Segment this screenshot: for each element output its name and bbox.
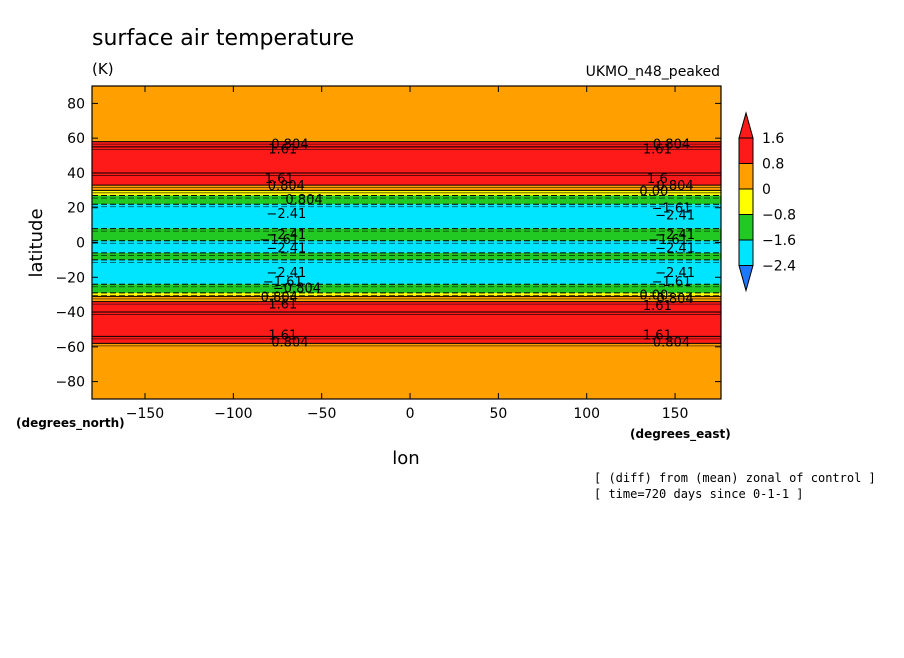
- data-band: [92, 343, 721, 399]
- data-band: [92, 336, 721, 344]
- y-tick-label: −20: [55, 270, 85, 286]
- x-axis: −150 −100 −50 0 50 100 150: [126, 86, 689, 422]
- colorbar-label: −1.6: [762, 233, 796, 249]
- data-band: [92, 228, 721, 241]
- x-tick-label: −150: [126, 406, 164, 422]
- y-tick-label: 80: [67, 96, 85, 112]
- contour-label: 0.804: [271, 336, 308, 351]
- contour-label: −2.41: [266, 242, 306, 257]
- contour-label: −1.61: [263, 275, 303, 290]
- x-tick-label: 0: [406, 406, 415, 422]
- contour-label: 1.61: [268, 143, 297, 158]
- contour-label: 0.804: [285, 193, 322, 208]
- data-band: [92, 312, 721, 337]
- data-band: [92, 240, 721, 253]
- y-tick-label: 60: [67, 131, 85, 147]
- colorbar-label: −2.4: [762, 259, 796, 275]
- note-line-2: [ time=720 days since 0-1-1 ]: [594, 487, 804, 501]
- contour-label: 0.804: [653, 336, 690, 351]
- y-tick-label: 0: [76, 236, 85, 252]
- colorbar-under-arrow: [738, 265, 754, 293]
- x-tick-label: 150: [662, 406, 689, 422]
- x-axis-title: lon: [392, 448, 419, 469]
- data-band: [92, 301, 721, 313]
- colorbar: 1.6 0.8 0 −0.8 −1.6 −2.4: [738, 111, 796, 293]
- contour-label: −2.41: [655, 242, 695, 257]
- contour-label: 0.804: [268, 179, 305, 194]
- data-band: [92, 86, 721, 142]
- colorbar-swatch: [738, 163, 754, 190]
- colorbar-label: 0.8: [762, 157, 784, 173]
- contour-label: 0.804: [656, 292, 693, 307]
- contour-label: −2.41: [266, 228, 306, 243]
- note-line-1: [ (diff) from (mean) zonal of control ]: [594, 471, 876, 485]
- colorbar-swatch: [738, 239, 754, 266]
- data-band: [92, 284, 721, 293]
- contour-label: 0.00: [639, 184, 668, 199]
- model-label: UKMO_n48_peaked: [586, 64, 720, 80]
- chart-title: surface air temperature: [92, 26, 354, 51]
- y-tick-label: −80: [55, 375, 85, 391]
- data-band: [92, 259, 721, 285]
- colorbar-swatch: [738, 137, 754, 164]
- contour-label: −1.61: [259, 233, 299, 248]
- colorbar-label: 0: [762, 182, 771, 198]
- contour-label: 1.61: [643, 299, 672, 314]
- contour-label: −2.41: [655, 209, 695, 224]
- data-band: [92, 204, 721, 229]
- contour-label: 1.61: [643, 329, 672, 344]
- contour-label: 1.6: [647, 172, 668, 187]
- data-band: [92, 252, 721, 260]
- data-band: [92, 172, 721, 186]
- y-tick-label: −60: [55, 340, 85, 356]
- plot-area: [92, 86, 721, 399]
- contour-label: −1.61: [652, 202, 692, 217]
- x-tick-label: −50: [307, 406, 337, 422]
- contour-label: 0.804: [261, 290, 298, 305]
- contour-label: −0.804: [273, 282, 321, 297]
- contour-label: −2.41: [266, 266, 306, 281]
- x-tick-label: 50: [489, 406, 507, 422]
- contour-label: −2.41: [655, 266, 695, 281]
- colorbar-swatch: [738, 188, 754, 215]
- x-tick-label: 100: [573, 406, 600, 422]
- colorbar-over-arrow: [738, 111, 754, 139]
- y-unit-label: (degrees_north): [16, 416, 125, 431]
- contour-lines: [92, 141, 721, 347]
- y-axis: 80 60 40 20 0 −20 −40 −60 −80: [55, 96, 721, 391]
- data-band: [92, 195, 721, 205]
- y-tick-label: 40: [67, 166, 85, 182]
- contour-label: 0.804: [271, 137, 308, 152]
- contour-label: 0.00: [639, 289, 668, 304]
- y-axis-title: latitude: [26, 208, 47, 277]
- contour-label: −2.41: [266, 207, 306, 222]
- y-tick-label: −40: [55, 305, 85, 321]
- contour-label: 0.804: [653, 137, 690, 152]
- x-unit-label: (degrees_east): [630, 427, 731, 442]
- contour-label: −1.61: [652, 275, 692, 290]
- colorbar-swatch: [738, 214, 754, 241]
- x-tick-label: −100: [214, 406, 252, 422]
- y-tick-label: 20: [67, 201, 85, 217]
- contour-label: −2.41: [655, 228, 695, 243]
- units-label: (K): [92, 60, 114, 78]
- contour-label: 1.61: [268, 329, 297, 344]
- colorbar-label: −0.8: [762, 208, 796, 224]
- contour-label: 1.61: [265, 172, 294, 187]
- contour-label: 1.61: [643, 143, 672, 158]
- colorbar-label: 1.6: [762, 131, 784, 147]
- data-band: [92, 146, 721, 173]
- contour-label: 0.804: [656, 179, 693, 194]
- contour-label: −1.61: [648, 233, 688, 248]
- contour-label: 1.61: [268, 297, 297, 312]
- data-band: [92, 292, 721, 297]
